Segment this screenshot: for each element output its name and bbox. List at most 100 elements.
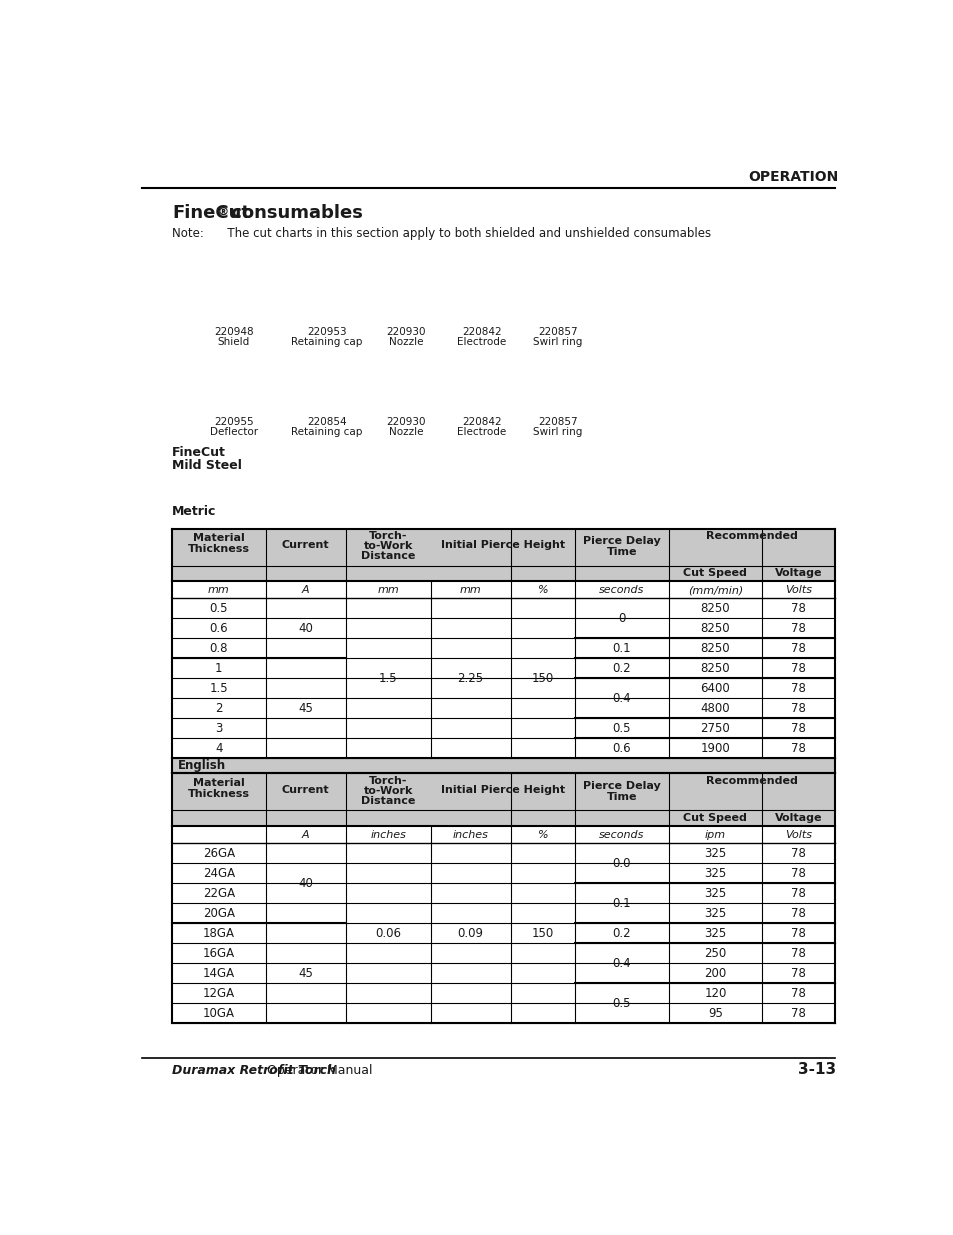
Text: 220953: 220953 [307,326,346,337]
Text: Swirl ring: Swirl ring [533,337,582,347]
Text: 78: 78 [791,847,805,860]
Text: 2: 2 [214,701,222,715]
Text: %: % [537,830,548,840]
Text: 4: 4 [214,742,222,755]
Text: 2750: 2750 [700,722,730,735]
Text: mm: mm [459,585,481,595]
Text: Pierce Delay: Pierce Delay [582,781,660,790]
Text: 14GA: 14GA [202,967,234,979]
Text: to-Work: to-Work [363,541,413,551]
Text: 18GA: 18GA [203,926,234,940]
Text: Time: Time [606,547,637,557]
Text: Thickness: Thickness [188,543,250,553]
Text: 0.1: 0.1 [612,642,631,655]
Text: 1.5: 1.5 [378,672,397,685]
Text: A: A [301,830,309,840]
Text: 24GA: 24GA [202,867,234,879]
Text: Cut Speed: Cut Speed [682,813,746,824]
Text: 8250: 8250 [700,621,729,635]
Text: 40: 40 [298,621,313,635]
Text: 0.8: 0.8 [210,642,228,655]
Text: 200: 200 [703,967,726,979]
Text: to-Work: to-Work [363,787,413,797]
Text: seconds: seconds [598,830,644,840]
Text: FineCut: FineCut [172,204,250,221]
Text: 325: 325 [703,887,726,899]
Text: A: A [301,585,309,595]
Text: 78: 78 [791,601,805,615]
Text: 1900: 1900 [700,742,730,755]
Text: 220930: 220930 [386,417,425,427]
Text: Swirl ring: Swirl ring [533,427,582,437]
Text: Nozzle: Nozzle [388,427,423,437]
Text: Voltage: Voltage [774,813,821,824]
Text: 3-13: 3-13 [797,1062,835,1077]
Text: 0.09: 0.09 [457,926,483,940]
Text: 78: 78 [791,722,805,735]
Text: inches: inches [370,830,406,840]
Text: 325: 325 [703,847,726,860]
Text: Metric: Metric [172,505,216,517]
Bar [172,773,835,826]
Text: 0.2: 0.2 [612,662,631,674]
Text: 1: 1 [214,662,222,674]
Text: 3: 3 [214,722,222,735]
Text: Recommended: Recommended [705,531,797,541]
Text: Nozzle: Nozzle [388,337,423,347]
Text: 325: 325 [703,906,726,920]
Text: Operator Manual: Operator Manual [263,1063,373,1077]
Bar [172,529,835,580]
Text: 0.5: 0.5 [612,997,630,1010]
Text: 0.0: 0.0 [612,857,630,869]
Text: Torch-: Torch- [369,777,407,787]
Text: Retaining cap: Retaining cap [291,427,362,437]
Text: 78: 78 [791,1007,805,1020]
Text: 78: 78 [791,662,805,674]
Text: 0.6: 0.6 [210,621,228,635]
Text: 8250: 8250 [700,642,729,655]
Text: seconds: seconds [598,585,644,595]
Text: 1.5: 1.5 [210,682,228,695]
Text: 95: 95 [707,1007,722,1020]
Text: 0.4: 0.4 [612,957,631,969]
Text: OPERATION: OPERATION [747,170,838,184]
Text: Electrode: Electrode [456,337,506,347]
Text: 0: 0 [618,611,625,625]
Text: 2.25: 2.25 [457,672,483,685]
Text: 220842: 220842 [461,326,501,337]
Text: 8250: 8250 [700,662,729,674]
Text: Shield: Shield [217,337,250,347]
Text: (mm/min): (mm/min) [687,585,742,595]
Text: ®: ® [217,207,229,217]
Text: Pierce Delay: Pierce Delay [582,536,660,546]
Text: 150: 150 [531,926,554,940]
Bar [172,758,835,773]
Text: 220955: 220955 [213,417,253,427]
Text: 8250: 8250 [700,601,729,615]
Text: 4800: 4800 [700,701,729,715]
Text: Time: Time [606,792,637,802]
Text: 0.4: 0.4 [612,692,631,705]
Text: Recommended: Recommended [705,777,797,787]
Text: 78: 78 [791,867,805,879]
Text: 0.6: 0.6 [612,742,631,755]
Text: Current: Current [281,540,329,550]
Text: 250: 250 [703,947,726,960]
Text: 325: 325 [703,926,726,940]
Text: 10GA: 10GA [203,1007,234,1020]
Text: 0.2: 0.2 [612,926,631,940]
Text: 78: 78 [791,906,805,920]
Text: Material: Material [193,778,244,788]
Text: 12GA: 12GA [202,987,234,1000]
Text: 325: 325 [703,867,726,879]
Text: 45: 45 [298,701,313,715]
Text: 220948: 220948 [213,326,253,337]
Text: 220842: 220842 [461,417,501,427]
Text: 0.1: 0.1 [612,897,631,910]
Text: Cut Speed: Cut Speed [682,568,746,578]
Text: 220857: 220857 [537,326,578,337]
Text: Distance: Distance [360,797,415,806]
Text: 78: 78 [791,701,805,715]
Text: 78: 78 [791,967,805,979]
Text: 78: 78 [791,742,805,755]
